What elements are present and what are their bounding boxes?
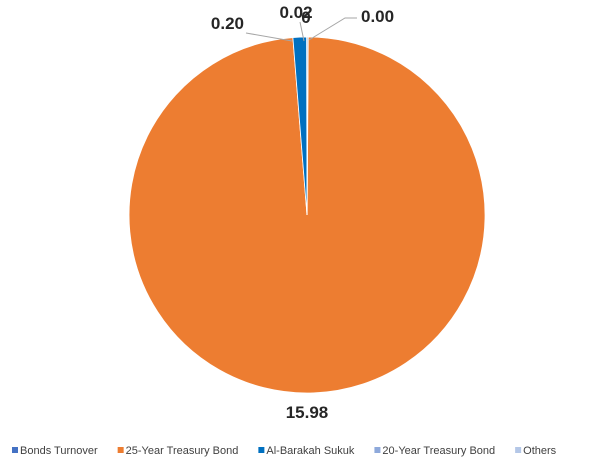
data-label-others: 0.00 <box>361 7 394 26</box>
data-label-overlap: 0 <box>301 8 310 27</box>
legend-item-20-year-treasury-bond: 20-Year Treasury Bond <box>374 445 495 457</box>
legend-label-bonds-turnover: Bonds Turnover <box>20 445 98 457</box>
legend-item-25-year-treasury-bond: 25-Year Treasury Bond <box>117 445 239 457</box>
data-labels: 15.98 0.20 0.02 0.00 0 <box>211 3 394 422</box>
legend-swatch-25-year-treasury-bond <box>117 447 124 453</box>
legend-label-others: Others <box>523 445 557 457</box>
legend-item-al-barakah-sukuk: Al-Barakah Sukuk <box>258 445 355 457</box>
legend-swatch-bonds-turnover <box>12 447 18 453</box>
legend-swatch-others <box>515 447 522 453</box>
legend: Bonds Turnover 25-Year Treasury Bond Al-Ba… <box>12 445 557 457</box>
data-label-20-year-treasury-bond: 0.02 <box>279 3 312 22</box>
pie-slices <box>128 36 486 394</box>
legend-label-al-barakah-sukuk: Al-Barakah Sukuk <box>266 445 355 457</box>
legend-label-25-year-treasury-bond: 25-Year Treasury Bond <box>126 445 239 457</box>
leader-lines <box>245 17 357 42</box>
data-label-25-year-treasury-bond: 15.98 <box>286 403 329 422</box>
data-label-al-barakah-sukuk: 0.20 <box>211 14 244 33</box>
legend-item-bonds-turnover: Bonds Turnover <box>12 445 98 457</box>
leader-line-20-year-treasury-bond <box>299 21 305 42</box>
leader-line-al-barakah-sukuk <box>245 32 293 42</box>
legend-item-others: Others <box>515 445 557 457</box>
legend-swatch-20-year-treasury-bond <box>374 447 381 453</box>
legend-label-20-year-treasury-bond: 20-Year Treasury Bond <box>382 445 495 457</box>
legend-swatch-al-barakah-sukuk <box>258 447 265 453</box>
leader-line-others <box>308 17 357 41</box>
